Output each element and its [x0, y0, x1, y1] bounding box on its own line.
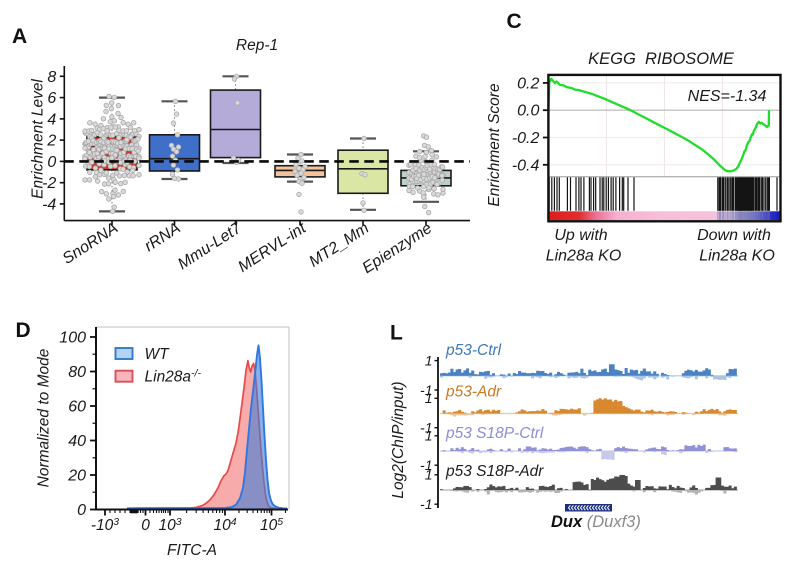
svg-text:-1: -1	[420, 382, 432, 398]
svg-text:SnoRNA: SnoRNA	[60, 220, 121, 268]
svg-text:A: A	[12, 25, 27, 48]
svg-text:FITC-A: FITC-A	[167, 542, 217, 559]
svg-text:Down with: Down with	[697, 227, 771, 244]
svg-text:1: 1	[425, 467, 433, 483]
svg-text:104: 104	[213, 516, 236, 534]
svg-text:4: 4	[47, 111, 56, 128]
svg-text:6: 6	[47, 90, 56, 107]
svg-text:0: 0	[47, 154, 56, 171]
svg-text:-0.2: -0.2	[512, 130, 540, 147]
svg-text:2: 2	[46, 133, 56, 150]
svg-text:-2: -2	[42, 175, 56, 192]
svg-text:80: 80	[68, 364, 86, 381]
svg-text:Dux (Duxf3): Dux (Duxf3)	[551, 513, 641, 531]
svg-text:0.2: 0.2	[517, 75, 539, 92]
svg-text:20: 20	[67, 468, 86, 485]
svg-text:103: 103	[158, 516, 181, 534]
svg-text:-103: -103	[91, 516, 119, 534]
svg-text:1: 1	[425, 390, 433, 406]
svg-text:-1: -1	[420, 496, 432, 512]
svg-text:WT: WT	[145, 346, 171, 363]
svg-text:Enrichment Score: Enrichment Score	[486, 83, 503, 207]
svg-text:p53 S18P-Ctrl: p53 S18P-Ctrl	[445, 425, 544, 442]
svg-text:8: 8	[47, 69, 56, 86]
svg-text:Rep-1: Rep-1	[236, 37, 278, 54]
svg-text:Enrichment Level: Enrichment Level	[30, 79, 47, 199]
svg-text:60: 60	[68, 399, 86, 416]
svg-text:p53-Ctrl: p53-Ctrl	[445, 342, 502, 359]
svg-text:p53-Adr: p53-Adr	[445, 384, 502, 401]
svg-text:0: 0	[141, 517, 150, 534]
svg-text:1: 1	[425, 352, 433, 368]
svg-text:D: D	[16, 319, 31, 342]
svg-text:105: 105	[260, 516, 283, 534]
svg-text:0: 0	[77, 502, 86, 519]
svg-text:MERVL-int: MERVL-int	[235, 219, 309, 276]
svg-text:-1: -1	[420, 457, 432, 473]
svg-text:Lin28a-/-: Lin28a-/-	[145, 368, 202, 386]
svg-text:KEGG RIBOSOME: KEGG RIBOSOME	[588, 50, 735, 68]
svg-text:NES=-1.34: NES=-1.34	[688, 88, 767, 105]
svg-text:L: L	[390, 322, 403, 345]
svg-text:1: 1	[425, 428, 433, 444]
svg-text:Lin28a KO: Lin28a KO	[699, 248, 775, 265]
svg-text:100: 100	[59, 330, 86, 347]
svg-text:-4: -4	[42, 196, 56, 213]
svg-text:Log2(ChIP/input): Log2(ChIP/input)	[390, 381, 407, 498]
svg-text:Normalized to Mode: Normalized to Mode	[36, 348, 53, 487]
svg-text:0.0: 0.0	[517, 103, 539, 120]
svg-text:C: C	[507, 10, 522, 33]
svg-text:Epienzyme: Epienzyme	[360, 220, 436, 277]
svg-text:40: 40	[68, 433, 86, 450]
svg-text:Up with: Up with	[554, 227, 607, 244]
svg-text:rRNA: rRNA	[142, 220, 184, 256]
svg-text:Lin28a KO: Lin28a KO	[546, 248, 622, 265]
svg-text:p53 S18P-Adr: p53 S18P-Adr	[445, 463, 544, 480]
svg-text:Mmu-Let7: Mmu-Let7	[175, 219, 246, 273]
svg-text:-0.4: -0.4	[512, 157, 540, 174]
svg-text:-1: -1	[420, 420, 432, 436]
